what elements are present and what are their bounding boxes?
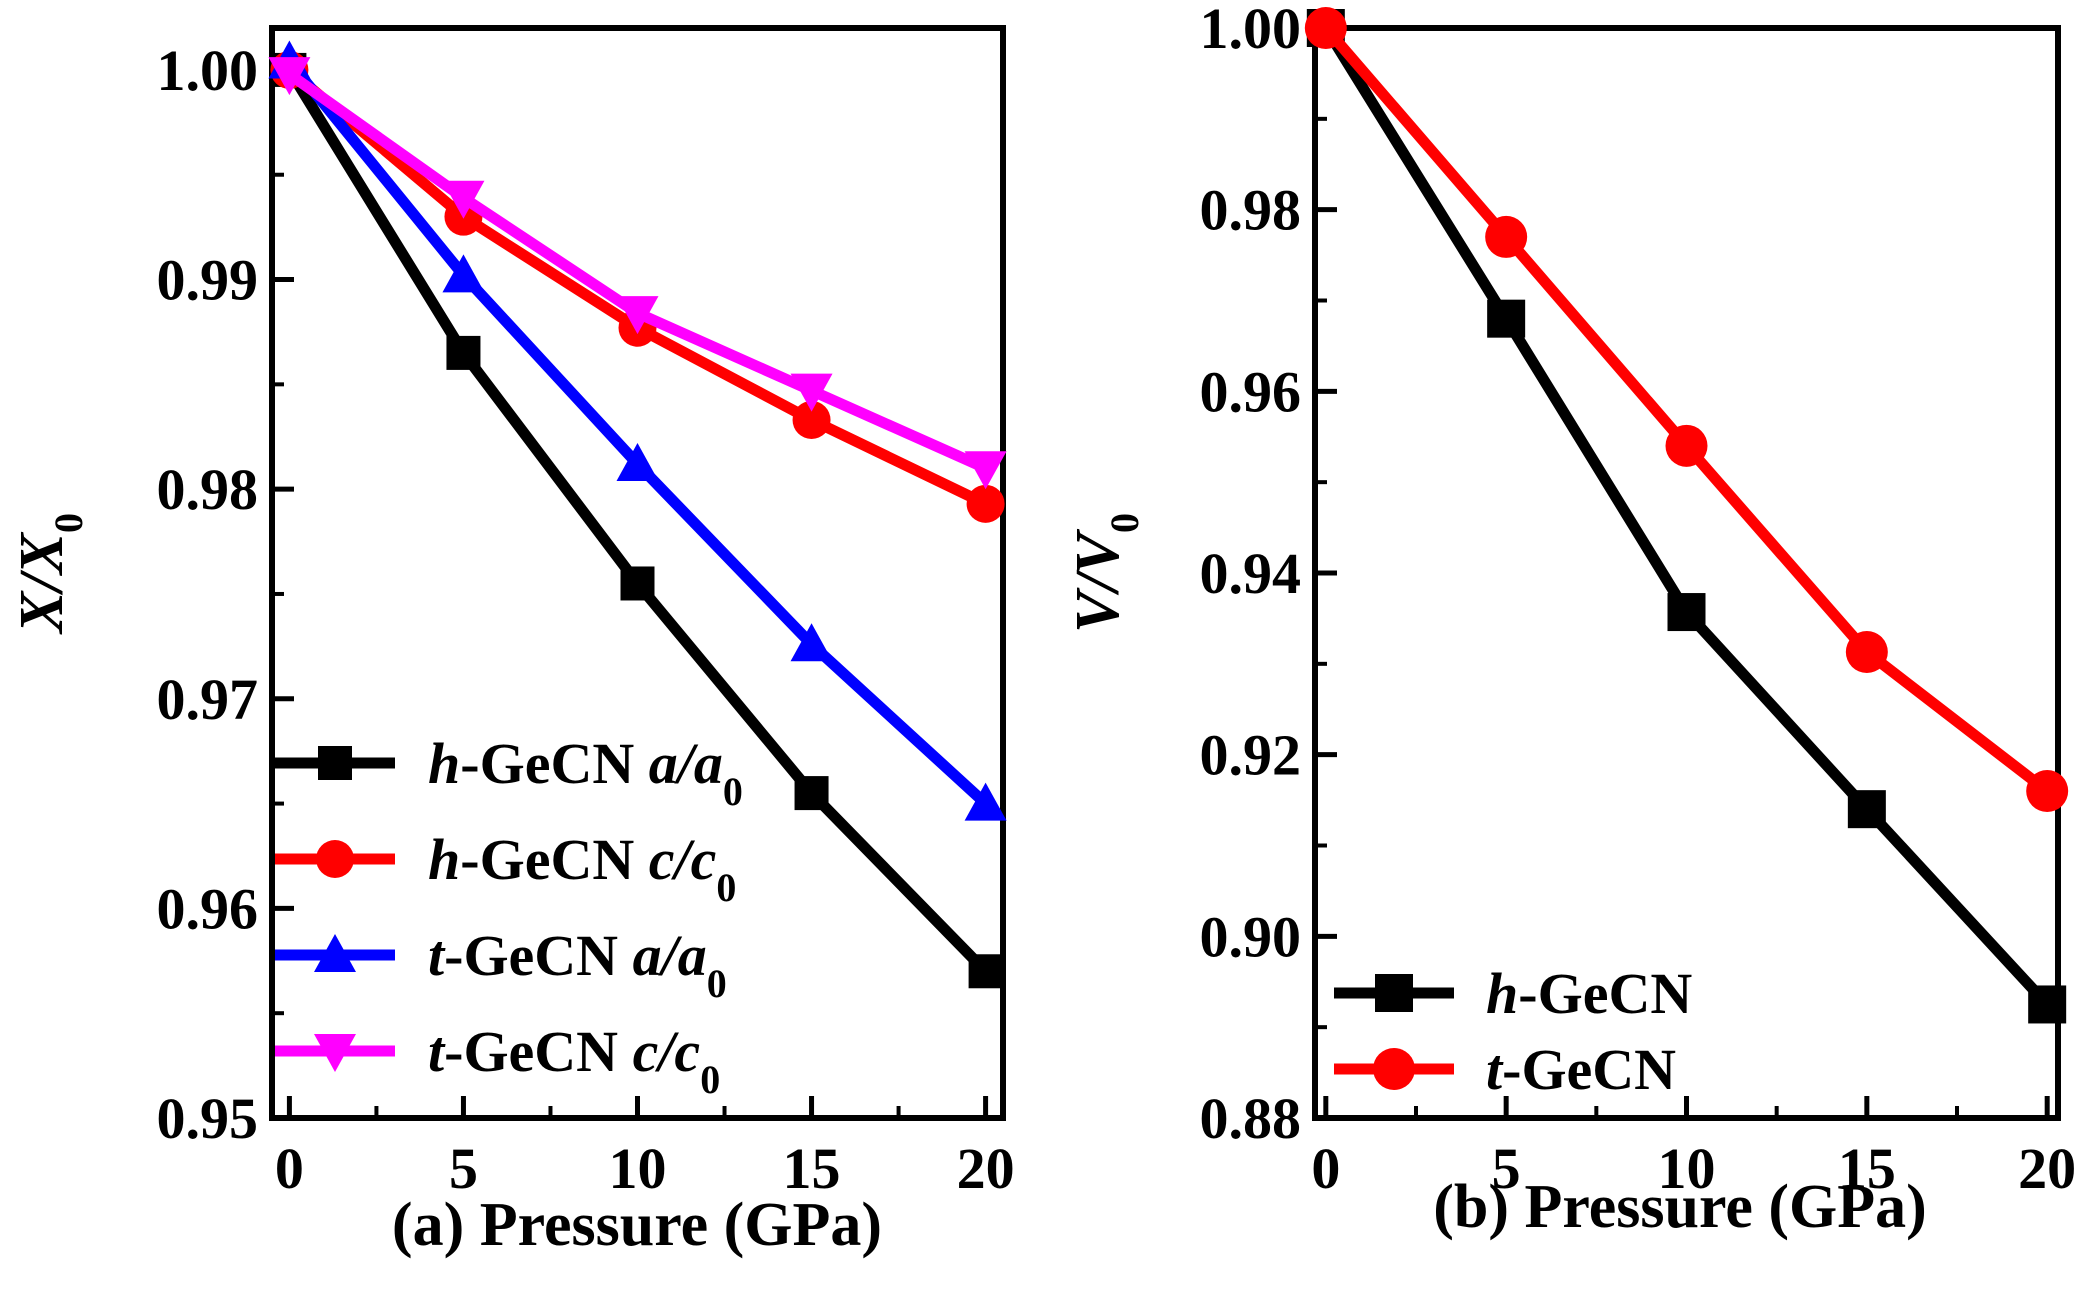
y-ticks: 0.95 0.96 0.97 0.98 0.99 1.00 [157,38,294,1151]
x-tick-label: 10 [609,1136,667,1201]
x-tick-label: 10 [1658,1136,1716,1201]
legend-item: h-GeCN a/a0 [275,731,743,814]
legend-swatch-marker [314,1034,356,1072]
series-t-gecn [1304,7,2069,812]
data-point [790,623,833,662]
data-point [964,451,1007,490]
y-tick-label: 0.96 [1200,359,1302,424]
y-tick-label: 0.99 [157,248,259,313]
data-point [966,484,1005,523]
panel-label: (a) [392,1191,464,1259]
x-tick-label: 20 [2018,1136,2076,1201]
data-point [446,335,481,370]
data-point [1667,593,1706,632]
data-point [1845,631,1888,674]
y-tick-label: 0.94 [1200,541,1302,606]
x-axis-title: (a) Pressure (GPa) [392,1191,882,1259]
series-line [285,65,988,509]
legend-item: h-GeCN c/c0 [275,827,736,910]
y-tick-label: 0.98 [1200,178,1302,243]
chart-panel-a: 0 5 10 15 20 0.95 0.96 0.97 0.98 0.99 1.00 h-GeCN a… [8,25,1015,1259]
chart-panel-b: 0 5 10 15 20 0.88 0.90 0.92 0.94 0.96 0.98 1.00 h-Ge… [1064,0,2076,1241]
data-point [2026,770,2069,812]
y-ticks: 0.88 0.90 0.92 0.94 0.96 0.98 1.00 [1200,0,1337,1151]
series-line [1321,25,2052,1009]
y-tick-label: 0.95 [157,1086,259,1151]
series-t-gecn-c-c0 [268,57,1007,490]
legend-item: t-GeCN a/a0 [275,923,727,1006]
x-axis-title: (b) Pressure (GPa) [1433,1173,1927,1241]
x-tick-label: 15 [1838,1136,1896,1201]
y-tick-label: 1.00 [157,38,259,103]
panel-label: (b) [1433,1173,1509,1241]
data-point [792,400,831,439]
legend-swatch-marker [316,840,354,878]
legend-item: t-GeCN c/c0 [275,1019,720,1102]
x-tick-label: 0 [1311,1136,1340,1201]
y-tick-label: 0.96 [157,876,259,941]
legend-item: t-GeCN [1334,1037,1676,1102]
legend-label: h-GeCN c/c0 [428,827,736,910]
legend-swatch-marker [1375,974,1413,1012]
series-line [285,58,990,808]
data-point [616,296,659,335]
series-line [1321,24,2051,796]
data-point [968,954,1003,989]
legend-swatch-marker [318,746,352,780]
x-tick-label: 0 [275,1136,304,1201]
y-tick-label: 0.90 [1200,904,1302,969]
data-point [616,443,659,481]
x-tick-label: 15 [783,1136,841,1201]
y-tick-label: 0.88 [1200,1086,1302,1151]
legend-swatch-marker [314,934,356,972]
data-point [442,180,485,219]
data-point [1485,215,1528,258]
x-ticks: 0 5 10 15 20 [1311,1096,2076,1201]
data-point [1487,299,1526,338]
y-tick-label: 0.92 [1200,723,1302,788]
data-point [790,373,833,412]
legend: h-GeCN a/a0 h-GeCN c/c0 t-GeCN a/a0 t-GeCN … [275,731,743,1102]
data-point [2028,985,2067,1024]
legend-swatch-marker [1373,1048,1415,1090]
data-point [442,254,485,293]
y-axis-title: V/V0 [1064,513,1147,633]
legend-label: h-GeCN [1486,961,1692,1026]
data-point [268,57,311,96]
series-h-gecn [1306,9,2067,1024]
x-ticks: 0 5 10 15 20 [275,1096,1015,1201]
y-tick-label: 0.98 [157,457,259,522]
y-axis-title: X/X0 [8,513,91,635]
data-point [1847,790,1886,829]
y-tick-label: 1.00 [1200,0,1302,61]
legend-label: h-GeCN a/a0 [428,731,743,814]
x-tick-label: 20 [957,1136,1015,1201]
legend-label: t-GeCN a/a0 [428,923,727,1006]
data-point [1304,7,1347,49]
data-point [794,776,829,811]
legend-label: t-GeCN [1486,1037,1676,1102]
x-tick-label: 5 [449,1136,478,1201]
data-point [1665,424,1708,467]
legend-label: t-GeCN c/c0 [428,1019,720,1102]
data-point [620,566,655,601]
legend-item: h-GeCN [1334,961,1692,1026]
x-tick-label: 5 [1492,1136,1521,1201]
legend: h-GeCN t-GeCN [1334,961,1692,1102]
series-line [286,69,988,474]
series-t-gecn-a-a0 [268,40,1007,821]
data-point [964,782,1007,821]
y-tick-label: 0.97 [157,667,259,732]
